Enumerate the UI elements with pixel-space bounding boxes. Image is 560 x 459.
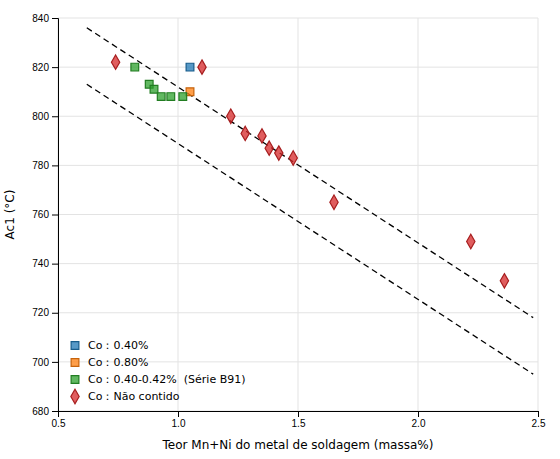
point — [167, 93, 175, 101]
point — [150, 85, 158, 93]
point — [275, 146, 283, 160]
x-axis-title: Teor Mn+Ni do metal de soldagem (massa%) — [162, 438, 434, 452]
grid-line — [58, 18, 538, 19]
point — [227, 109, 235, 123]
tick: 2.0 — [412, 411, 426, 429]
tick-label: 720 — [32, 307, 49, 318]
trend-line — [87, 28, 533, 318]
point — [157, 93, 165, 101]
legend-label: Co：0.40-0.42% (Série B91) — [88, 373, 246, 386]
point — [111, 55, 119, 69]
point — [330, 195, 338, 209]
tick-mark — [418, 411, 419, 417]
point — [265, 141, 273, 155]
tick-mark — [298, 411, 299, 417]
legend-label: Co：0.40% — [88, 339, 148, 352]
tick: 820 — [32, 62, 58, 73]
point — [289, 151, 297, 165]
y-axis: 680 700 720 740 760 780 800 820 840 — [32, 13, 58, 417]
tick-label: 2.0 — [412, 418, 426, 429]
legend-item: Co：0.80% — [71, 356, 148, 369]
grid-line — [58, 263, 538, 264]
tick-label: 740 — [32, 258, 49, 269]
axis-line — [59, 412, 539, 418]
point — [131, 63, 139, 71]
point — [241, 126, 249, 140]
legend-marker — [71, 376, 79, 384]
tick-label: 2.5 — [532, 418, 546, 429]
tick: 700 — [32, 357, 58, 368]
tick-mark — [538, 411, 539, 417]
x-axis: 0.5 1.0 1.5 2.0 2.5 — [52, 411, 546, 429]
point — [186, 88, 194, 96]
grid-line — [58, 214, 538, 215]
tick-label: 1.0 — [172, 418, 186, 429]
point — [198, 60, 206, 74]
tick-mark — [52, 411, 58, 412]
tick: 780 — [32, 160, 58, 171]
legend-label: Co：Não contido — [88, 390, 180, 403]
trend-line — [87, 84, 533, 374]
tick: 800 — [32, 111, 58, 122]
point — [500, 274, 508, 288]
chart: 0.5 1.0 1.5 2.0 2.5 680 700 720 740 760 780 800 820 8… — [0, 0, 560, 459]
tick-label: 800 — [32, 111, 49, 122]
y-axis-title: Ac1 (°C) — [3, 190, 17, 240]
tick: 740 — [32, 258, 58, 269]
tick-label: 760 — [32, 209, 49, 220]
grid — [58, 18, 538, 411]
tick: 720 — [32, 307, 58, 318]
tick: 840 — [32, 13, 58, 24]
tick-mark — [52, 215, 58, 216]
tick-mark — [52, 18, 58, 19]
tick: 2.5 — [532, 411, 546, 429]
legend-item: Co：0.40% — [71, 339, 148, 352]
tick-label: 820 — [32, 62, 49, 73]
tick-mark — [52, 264, 58, 265]
tick-label: 780 — [32, 160, 49, 171]
tick: 760 — [32, 209, 58, 220]
tick-mark — [52, 116, 58, 117]
point — [467, 234, 475, 248]
point — [258, 129, 266, 143]
tick-mark — [52, 67, 58, 68]
tick-label: 0.5 — [52, 418, 66, 429]
grid-line — [58, 116, 538, 117]
legend-item: Co：Não contido — [71, 389, 180, 403]
tick-mark — [52, 165, 58, 166]
plot: 0.5 1.0 1.5 2.0 2.5 680 700 720 740 760 780 800 820 8… — [32, 13, 546, 429]
tick-label: 1.5 — [292, 418, 306, 429]
marks — [87, 28, 533, 374]
tick-mark — [52, 362, 58, 363]
tick: 1.5 — [292, 411, 306, 429]
tick-mark — [178, 411, 179, 417]
tick-label: 700 — [32, 357, 49, 368]
legend-marker — [71, 389, 79, 403]
legend: Co：0.40% Co：0.80% Co：0.40-0.42% (Série B91… — [71, 339, 246, 403]
tick: 680 — [32, 406, 58, 417]
axis-line — [52, 19, 59, 412]
legend-marker — [71, 342, 79, 350]
tick: 1.0 — [172, 411, 186, 429]
tick: 0.5 — [52, 411, 66, 429]
grid-line — [58, 67, 538, 68]
tick-mark — [52, 313, 58, 314]
point — [179, 93, 187, 101]
legend-label: Co：0.80% — [88, 356, 148, 369]
tick-label: 840 — [32, 13, 49, 24]
grid-line — [58, 312, 538, 313]
tick-label: 680 — [32, 406, 49, 417]
legend-marker — [71, 359, 79, 367]
point — [186, 63, 194, 71]
legend-item: Co：0.40-0.42% (Série B91) — [71, 373, 245, 386]
